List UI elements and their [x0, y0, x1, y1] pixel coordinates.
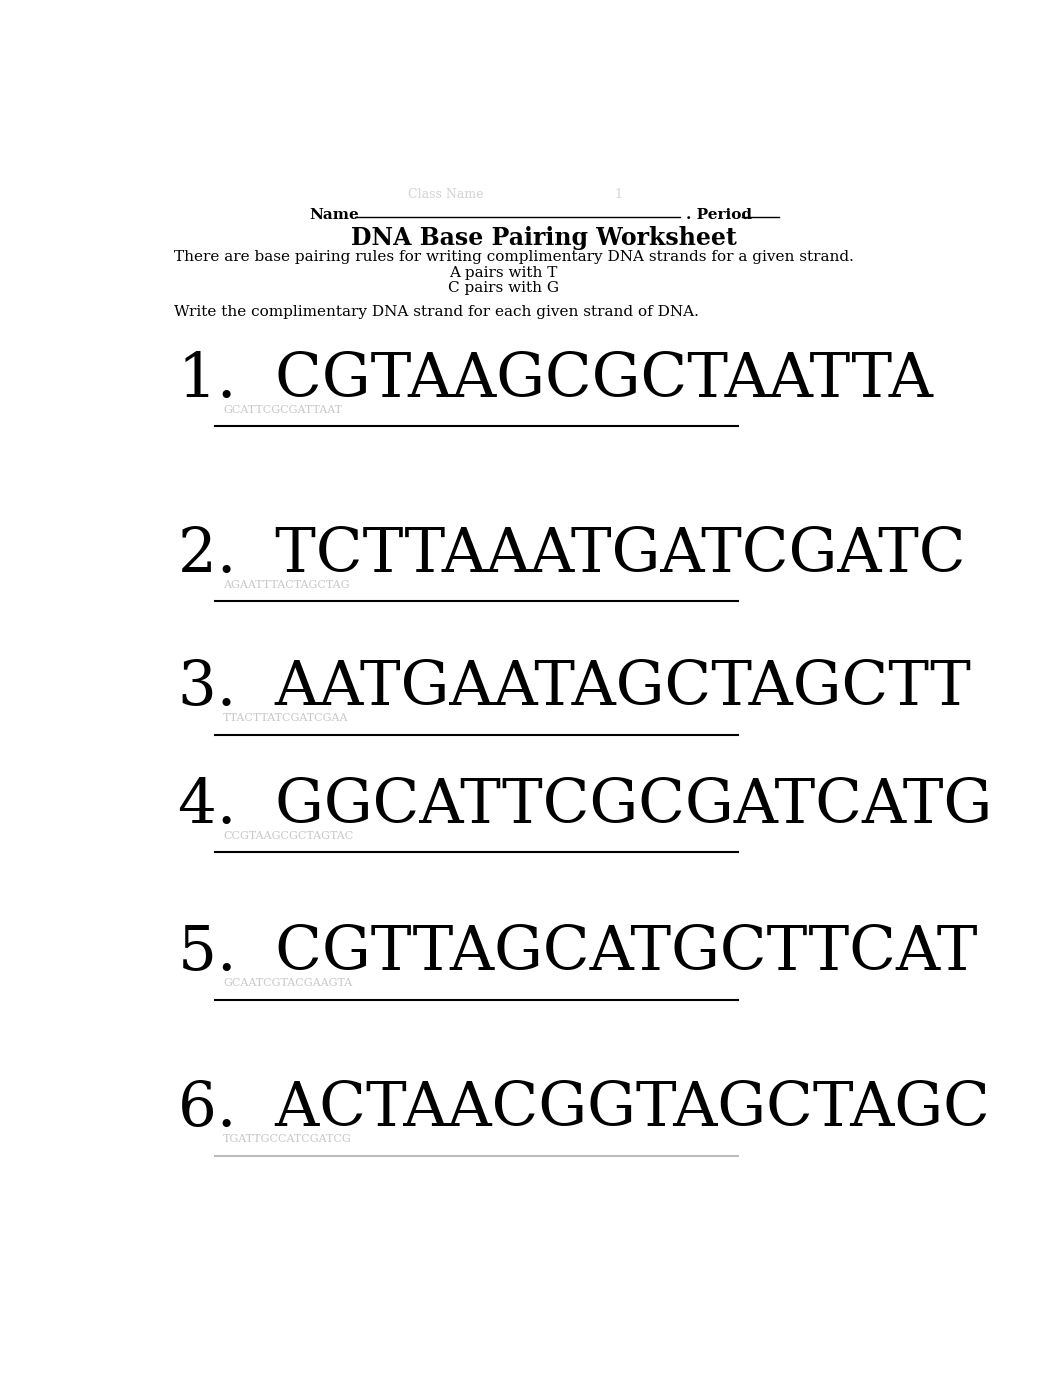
- Text: GCATTCGCGATTAAT: GCATTCGCGATTAAT: [223, 405, 342, 414]
- Text: AGAATTTACTAGCTAG: AGAATTTACTAGCTAG: [223, 580, 349, 589]
- Text: 3.  AATGAATAGCTAGCTT: 3. AATGAATAGCTAGCTT: [178, 658, 971, 719]
- Text: 2.  TCTTAAATGATCGATC: 2. TCTTAAATGATCGATC: [178, 525, 965, 585]
- Text: DNA Base Pairing Worksheet: DNA Base Pairing Worksheet: [352, 226, 737, 249]
- Text: . Period: . Period: [686, 208, 752, 222]
- Text: 4.  GGCATTCGCGATCATG: 4. GGCATTCGCGATCATG: [178, 777, 992, 836]
- Text: TGATTGCCATCGATCG: TGATTGCCATCGATCG: [223, 1135, 352, 1144]
- Text: 6.  ACTAACGGTAGCTAGC: 6. ACTAACGGTAGCTAGC: [178, 1080, 990, 1139]
- Text: Name: Name: [310, 208, 359, 222]
- Text: 1: 1: [614, 187, 622, 201]
- Text: There are base pairing rules for writing complimentary DNA strands for a given s: There are base pairing rules for writing…: [174, 251, 854, 264]
- Text: C pairs with G: C pairs with G: [447, 281, 559, 295]
- Text: CCGTAAGCGCTAGTAC: CCGTAAGCGCTAGTAC: [223, 832, 354, 841]
- Text: A pairs with T: A pairs with T: [449, 266, 558, 280]
- Text: TTACTTATCGATCGAA: TTACTTATCGATCGAA: [223, 713, 348, 723]
- Text: 1.  CGTAAGCGCTAATTA: 1. CGTAAGCGCTAATTA: [178, 350, 932, 410]
- Text: Class Name: Class Name: [408, 187, 483, 201]
- Text: GCAATCGTACGAAGTA: GCAATCGTACGAAGTA: [223, 979, 353, 989]
- Text: Write the complimentary DNA strand for each given strand of DNA.: Write the complimentary DNA strand for e…: [174, 306, 699, 319]
- Text: 5.  CGTTAGCATGCTTCAT: 5. CGTTAGCATGCTTCAT: [178, 924, 977, 983]
